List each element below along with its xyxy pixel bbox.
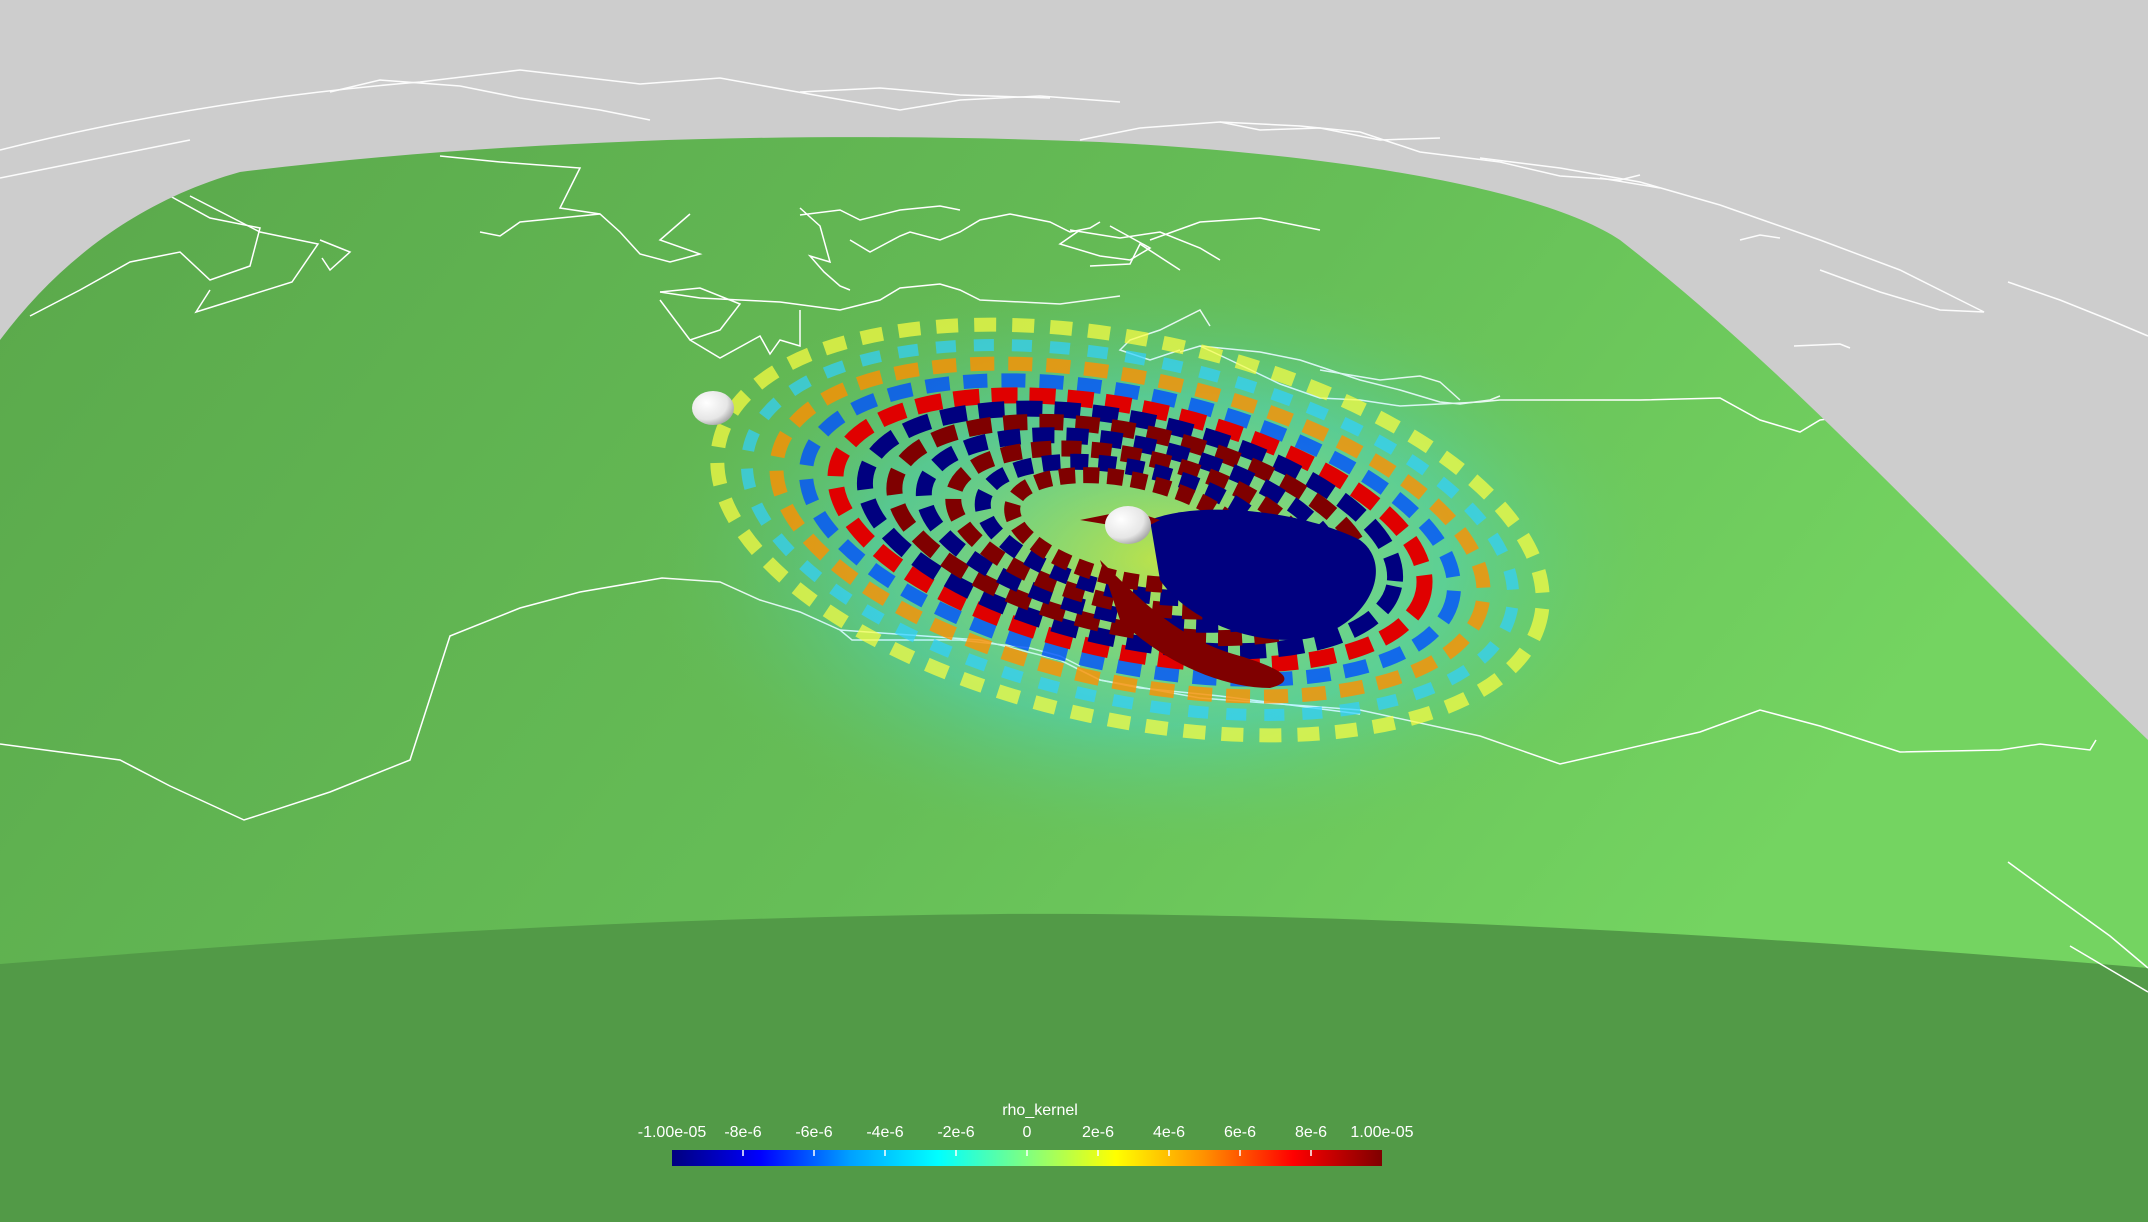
colorbar-tick-label: 2e-6 bbox=[1081, 1124, 1115, 1141]
source-marker bbox=[1105, 506, 1151, 544]
colorbar-tick-labels: -1.00e-05 -8e-6 -6e-6 -4e-6 -2e-6 0 2e-6 4e-6 6e… bbox=[600, 1124, 1480, 1144]
colorbar-legend: rho_kernel -1.00e-05 -8e-6 -6e-6 -4e-6 -2e-6… bbox=[600, 1094, 1480, 1174]
colorbar-tick-label: 6e-6 bbox=[1223, 1124, 1257, 1141]
colorbar-tick-label: -1.00e-05 bbox=[637, 1124, 707, 1141]
inner-surface-band bbox=[0, 900, 2148, 1222]
colorbar-tick-label: 0 bbox=[1022, 1124, 1032, 1141]
colorbar-tick-label: 8e-6 bbox=[1294, 1124, 1328, 1141]
colorbar-tick-label: 1.00e-05 bbox=[1350, 1124, 1414, 1141]
coastline-outlines-back bbox=[0, 69, 2148, 349]
colorbar-title: rho_kernel bbox=[1002, 1102, 1078, 1119]
colorbar-gradient bbox=[672, 1150, 1382, 1166]
colorbar-tick-label: -4e-6 bbox=[866, 1124, 904, 1141]
colorbar-tick-label: 4e-6 bbox=[1152, 1124, 1186, 1141]
colorbar-tick-label: -8e-6 bbox=[724, 1124, 762, 1141]
sensitivity-kernel bbox=[640, 260, 1680, 860]
station-marker bbox=[692, 391, 734, 425]
colorbar-tick-label: -6e-6 bbox=[795, 1124, 833, 1141]
colorbar-tick-label: -2e-6 bbox=[937, 1124, 975, 1141]
